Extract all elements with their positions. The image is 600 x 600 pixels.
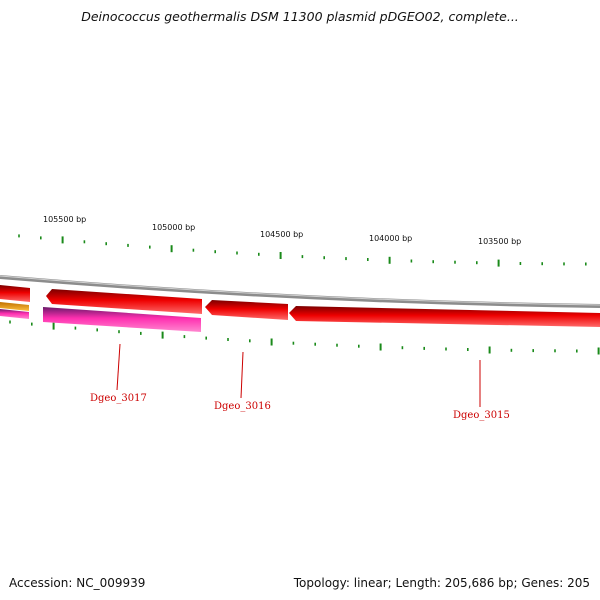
- gene-arrow-dgeo-3016[interactable]: [205, 300, 288, 320]
- gene-callout-dgeo-3016[interactable]: Dgeo_3016: [214, 351, 271, 412]
- gene-arrow-small-pink[interactable]: [0, 309, 29, 319]
- backbone-track: [0, 275, 600, 308]
- callout-line: [116, 343, 121, 391]
- gene-arrow-dgeo-3017[interactable]: [43, 307, 201, 332]
- callout-line: [240, 351, 244, 399]
- gene-arrow-dgeo-3018[interactable]: [46, 289, 202, 314]
- ruler-label-105500: 105500 bp: [43, 215, 86, 224]
- ruler-labels: 105500 bp 105000 bp 104500 bp 104000 bp …: [43, 215, 521, 246]
- gene-label: Dgeo_3015: [453, 410, 510, 421]
- gene-arrow-dgeo-3015[interactable]: [289, 306, 600, 327]
- map-title: Deinococcus geothermalis DSM 11300 plasm…: [81, 9, 519, 24]
- ruler-label-105000: 105000 bp: [152, 223, 195, 232]
- ruler-label-104000: 104000 bp: [369, 234, 412, 243]
- orange-feature[interactable]: [0, 302, 29, 311]
- ruler-ticks-outer: [18, 234, 587, 267]
- ruler-label-103500: 103500 bp: [478, 237, 521, 246]
- accession-text: Accession: NC_009939: [9, 576, 146, 590]
- ruler-label-104500: 104500 bp: [260, 230, 303, 239]
- gene-callout-dgeo-3015[interactable]: Dgeo_3015: [453, 360, 510, 421]
- ruler-ticks-inner: [9, 320, 600, 355]
- gene-label: Dgeo_3016: [214, 401, 271, 412]
- gene-callout-dgeo-3017[interactable]: Dgeo_3017: [90, 343, 147, 404]
- topology-summary: Topology: linear; Length: 205,686 bp; Ge…: [293, 576, 590, 590]
- gene-label: Dgeo_3017: [90, 393, 147, 404]
- gene-arrow-left-edge[interactable]: [0, 285, 30, 302]
- backbone-highlight: [0, 275, 600, 306]
